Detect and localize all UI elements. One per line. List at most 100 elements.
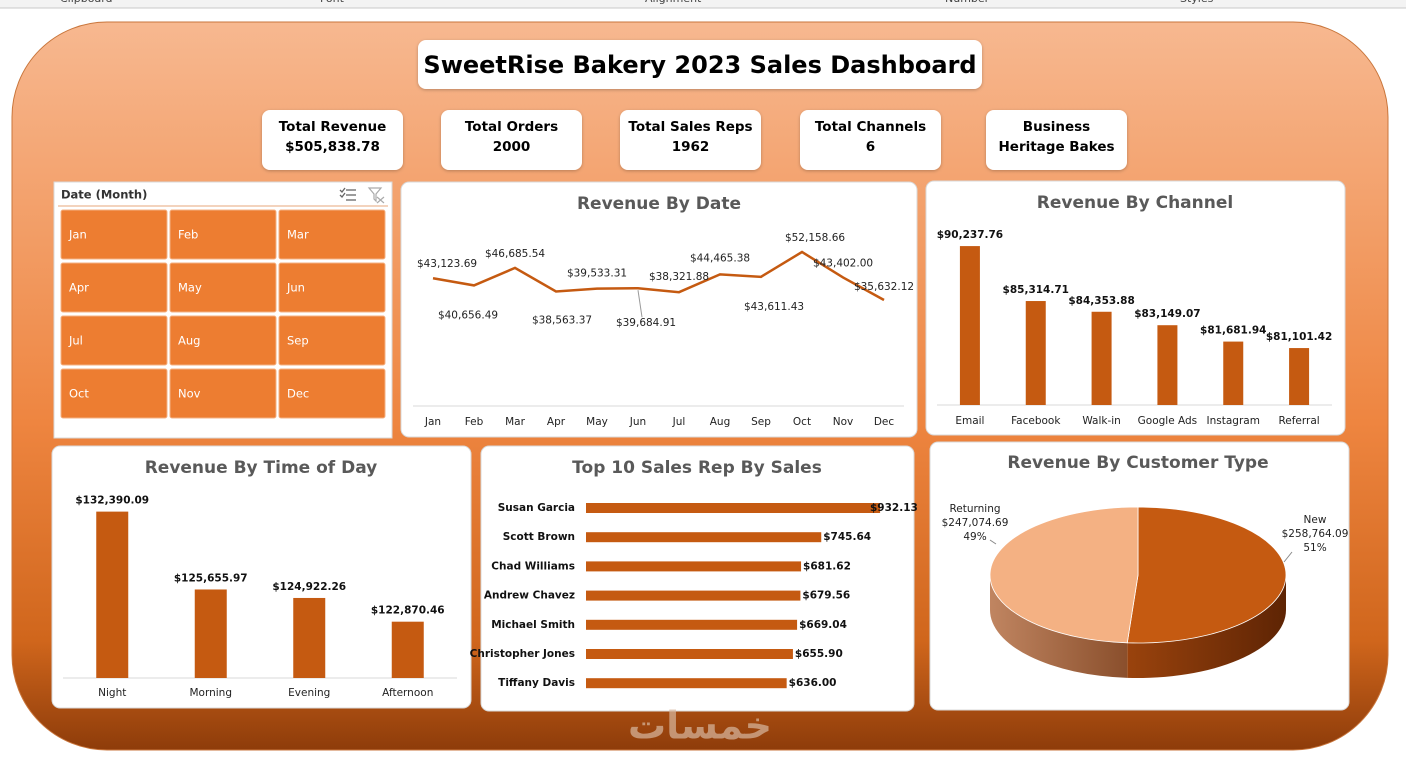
slicer-button[interactable] xyxy=(60,315,168,366)
bar xyxy=(586,590,801,601)
data-label-value: $258,764.09 xyxy=(1282,528,1349,540)
ribbon-strip xyxy=(0,0,1406,8)
bar xyxy=(1025,301,1046,405)
data-label-name: Returning xyxy=(949,503,1000,515)
data-label: $81,101.42 xyxy=(1266,331,1332,343)
data-label-name: New xyxy=(1304,514,1327,526)
data-label: $681.62 xyxy=(803,560,851,572)
x-tick-label: Walk-in xyxy=(1082,415,1121,427)
kpi-label: Total Orders xyxy=(465,119,558,135)
kpi-card xyxy=(620,110,761,170)
slicer-button[interactable] xyxy=(169,262,277,313)
slicer-button-label[interactable]: May xyxy=(178,281,202,295)
kpi-value: 6 xyxy=(866,139,875,155)
panel xyxy=(400,181,918,438)
x-tick-label: Afternoon xyxy=(382,687,433,699)
x-tick-label: Referral xyxy=(1278,415,1319,427)
slicer-button-label[interactable]: Sep xyxy=(287,334,309,348)
chart-title: Revenue By Time of Day xyxy=(145,458,378,478)
data-label: $40,656.49 xyxy=(438,309,498,321)
data-label: $46,685.54 xyxy=(485,248,545,260)
ribbon-group-label: Number xyxy=(945,0,990,5)
bar xyxy=(586,678,787,689)
data-label: $35,632.12 xyxy=(854,281,914,293)
bar xyxy=(586,619,798,630)
x-tick-label: Email xyxy=(955,415,984,427)
y-tick-label: Andrew Chavez xyxy=(484,590,575,602)
kpi-label: Business xyxy=(1023,119,1090,135)
data-label: $81,681.94 xyxy=(1200,325,1266,337)
slicer-button-label[interactable]: Jan xyxy=(68,228,87,242)
title-box xyxy=(418,40,982,89)
leader-line xyxy=(989,539,997,545)
x-tick-label: Dec xyxy=(874,416,895,428)
slicer-button[interactable] xyxy=(60,262,168,313)
bar xyxy=(96,511,129,678)
slicer-button-label[interactable]: Apr xyxy=(69,281,89,295)
panel xyxy=(51,445,472,709)
chart-title: Revenue By Channel xyxy=(1037,193,1233,213)
x-tick-label: Mar xyxy=(505,416,525,428)
slicer-button[interactable] xyxy=(169,368,277,419)
x-tick-label: Night xyxy=(98,687,126,699)
data-label: $90,237.76 xyxy=(937,229,1003,241)
x-tick-label: Nov xyxy=(833,416,854,428)
slicer-button-label[interactable]: Jun xyxy=(286,281,305,295)
slicer-button-label[interactable]: Mar xyxy=(287,228,309,242)
pie-slice xyxy=(1126,506,1287,644)
data-label: $679.56 xyxy=(802,590,850,602)
bar xyxy=(586,561,802,572)
x-tick-label: May xyxy=(586,416,608,428)
slicer-button-label[interactable]: Aug xyxy=(178,334,200,348)
y-tick-label: Christopher Jones xyxy=(470,648,575,660)
bar xyxy=(586,532,822,543)
slicer-title: Date (Month) xyxy=(61,188,147,202)
bar xyxy=(1289,348,1310,405)
ribbon-group-label: Font xyxy=(320,0,345,5)
y-tick-label: Susan Garcia xyxy=(498,502,575,514)
bar xyxy=(391,621,424,678)
slicer-button-label[interactable]: Jul xyxy=(68,334,83,348)
bar xyxy=(1157,325,1178,405)
data-label: $44,465.38 xyxy=(690,252,750,264)
slicer-button-label[interactable]: Nov xyxy=(178,387,201,401)
x-tick-label: Feb xyxy=(465,416,484,428)
slicer-button[interactable] xyxy=(60,209,168,260)
line-series xyxy=(432,250,885,302)
data-label: $669.04 xyxy=(799,619,847,631)
slicer-button[interactable] xyxy=(278,209,386,260)
slicer-button[interactable] xyxy=(278,368,386,419)
slicer-button[interactable] xyxy=(278,315,386,366)
data-label: $52,158.66 xyxy=(785,232,845,244)
slicer-multiselect-icon[interactable] xyxy=(339,187,356,201)
x-tick-label: Morning xyxy=(189,687,232,699)
slicer-button[interactable] xyxy=(169,209,277,260)
bar xyxy=(293,597,326,678)
leader-line xyxy=(1283,551,1293,563)
bar xyxy=(194,589,227,678)
data-label: $132,390.09 xyxy=(75,495,149,507)
x-tick-label: Instagram xyxy=(1207,415,1260,427)
slicer-button[interactable] xyxy=(60,368,168,419)
chart-title: Top 10 Sales Rep By Sales xyxy=(572,458,822,478)
watermark: خمسات xyxy=(628,704,772,748)
slicer-button[interactable] xyxy=(169,315,277,366)
slicer-clear-filter-icon[interactable] xyxy=(367,187,385,204)
bar xyxy=(586,503,881,513)
dashboard-title: SweetRise Bakery 2023 Sales Dashboard xyxy=(423,51,976,79)
slicer-items: Jan Feb Mar Apr May Jun Jul Aug Sep Oct Nov Dec xyxy=(60,209,386,419)
x-tick-label: Jul xyxy=(672,416,686,428)
data-label: $124,922.26 xyxy=(272,581,346,593)
slicer-button[interactable] xyxy=(278,262,386,313)
chart-title: Revenue By Customer Type xyxy=(1007,453,1268,473)
kpi-value: $505,838.78 xyxy=(285,139,380,155)
kpi-label: Total Revenue xyxy=(279,119,386,135)
slicer-button-label[interactable]: Feb xyxy=(178,228,198,242)
x-tick-label: Oct xyxy=(793,416,811,428)
data-label: $125,655.97 xyxy=(174,572,248,584)
slicer-button-label[interactable]: Oct xyxy=(69,387,89,401)
kpi-card xyxy=(800,110,941,170)
slicer-button-label[interactable]: Dec xyxy=(287,387,309,401)
bar xyxy=(586,649,793,659)
